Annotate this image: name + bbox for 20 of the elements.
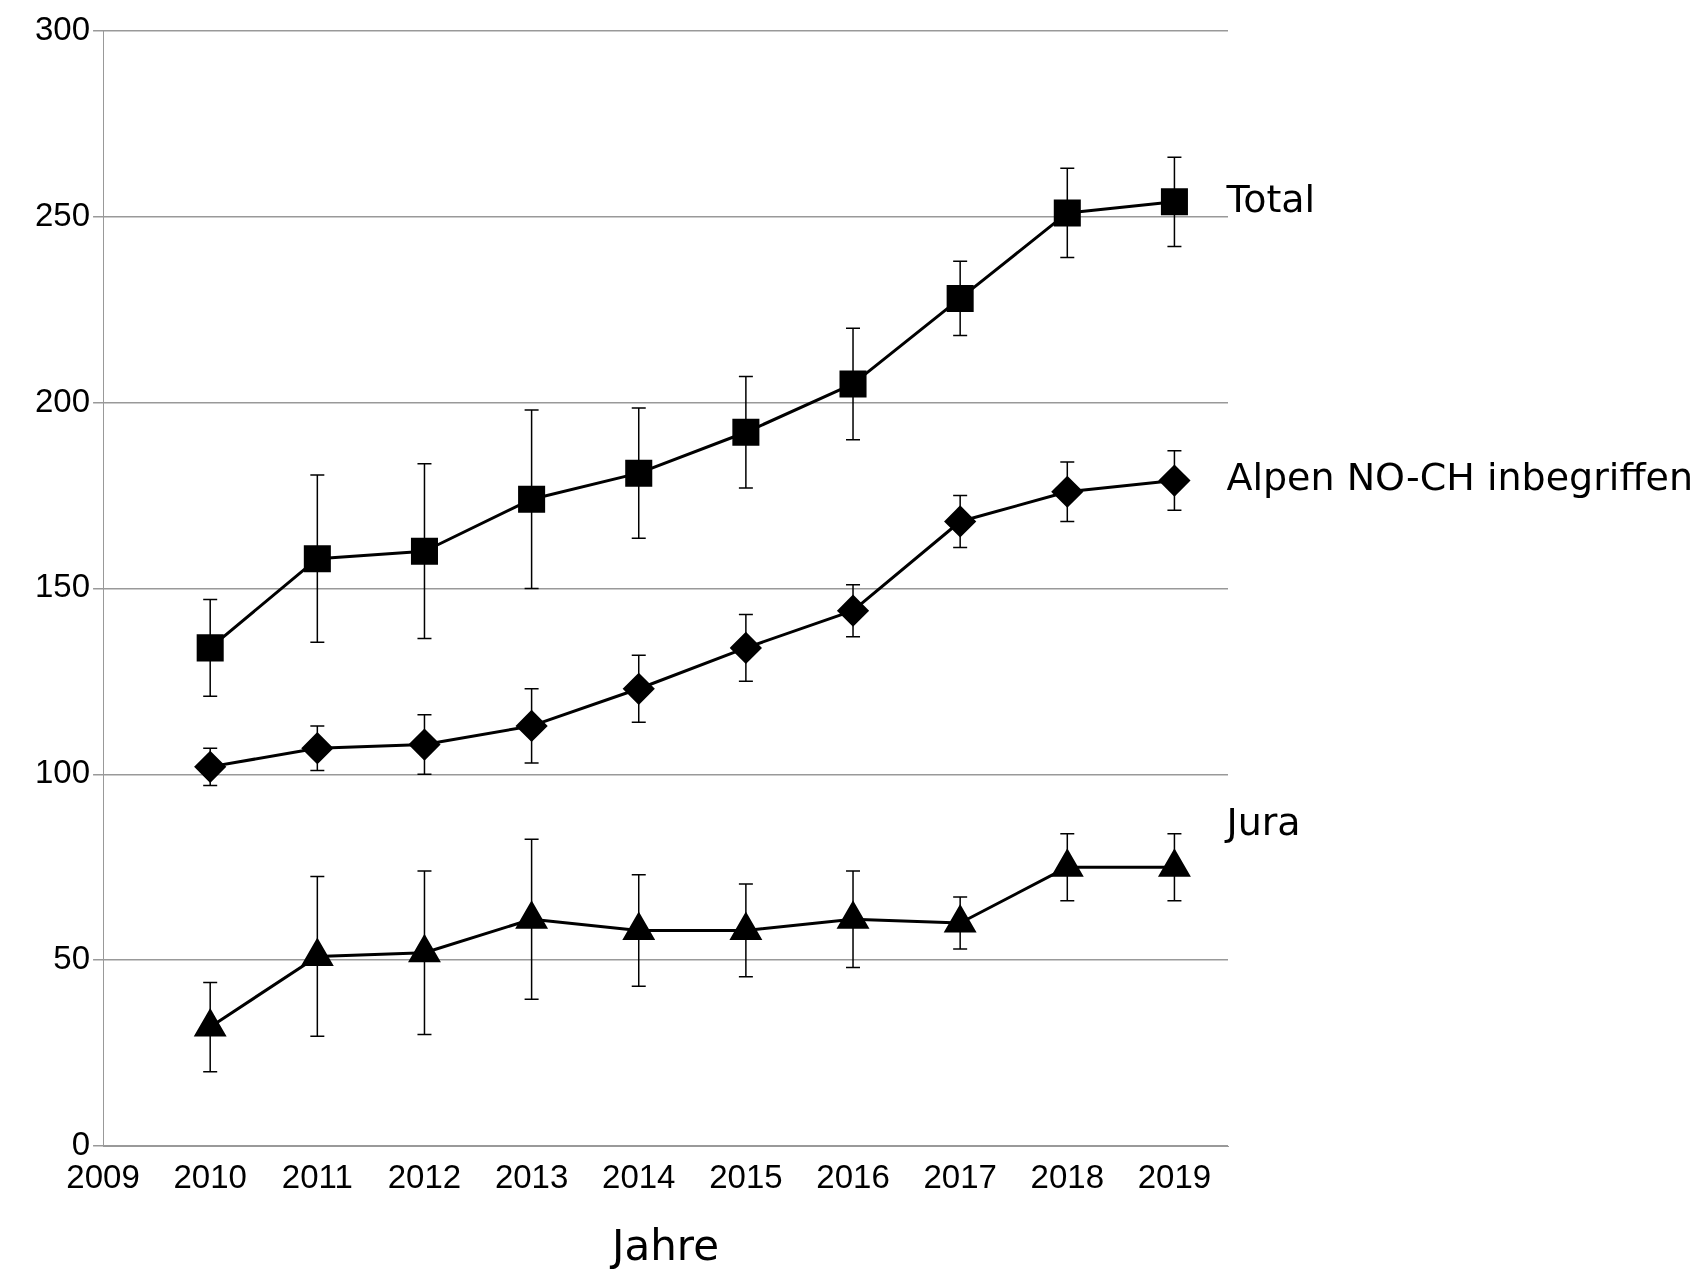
y-tick-label: 300	[35, 9, 91, 47]
x-tick-label: 2013	[494, 1157, 569, 1195]
y-tick-label: 250	[35, 195, 91, 233]
series-label: Jura	[1224, 800, 1301, 845]
y-tick-label: 200	[35, 381, 91, 419]
y-tick-label: 50	[53, 939, 91, 977]
series-label: Alpen NO-CH inbegriffen	[1226, 455, 1694, 500]
series-label: Total	[1225, 176, 1316, 221]
x-tick-label: 2019	[1137, 1157, 1212, 1195]
x-tick-label: 2010	[173, 1157, 247, 1195]
x-tick-label: 2011	[281, 1157, 353, 1195]
y-tick-label: 100	[35, 753, 91, 791]
x-tick-label: 2017	[923, 1157, 997, 1195]
x-tick-label: 2018	[1030, 1157, 1105, 1195]
x-tick-label: 2016	[816, 1157, 890, 1195]
x-tick-label: 2012	[387, 1157, 462, 1195]
y-tick-label: 150	[35, 567, 91, 605]
x-tick-label: 2015	[709, 1157, 783, 1195]
x-tick-label: 2014	[602, 1157, 676, 1195]
x-axis-title: Jahre	[609, 1220, 719, 1270]
